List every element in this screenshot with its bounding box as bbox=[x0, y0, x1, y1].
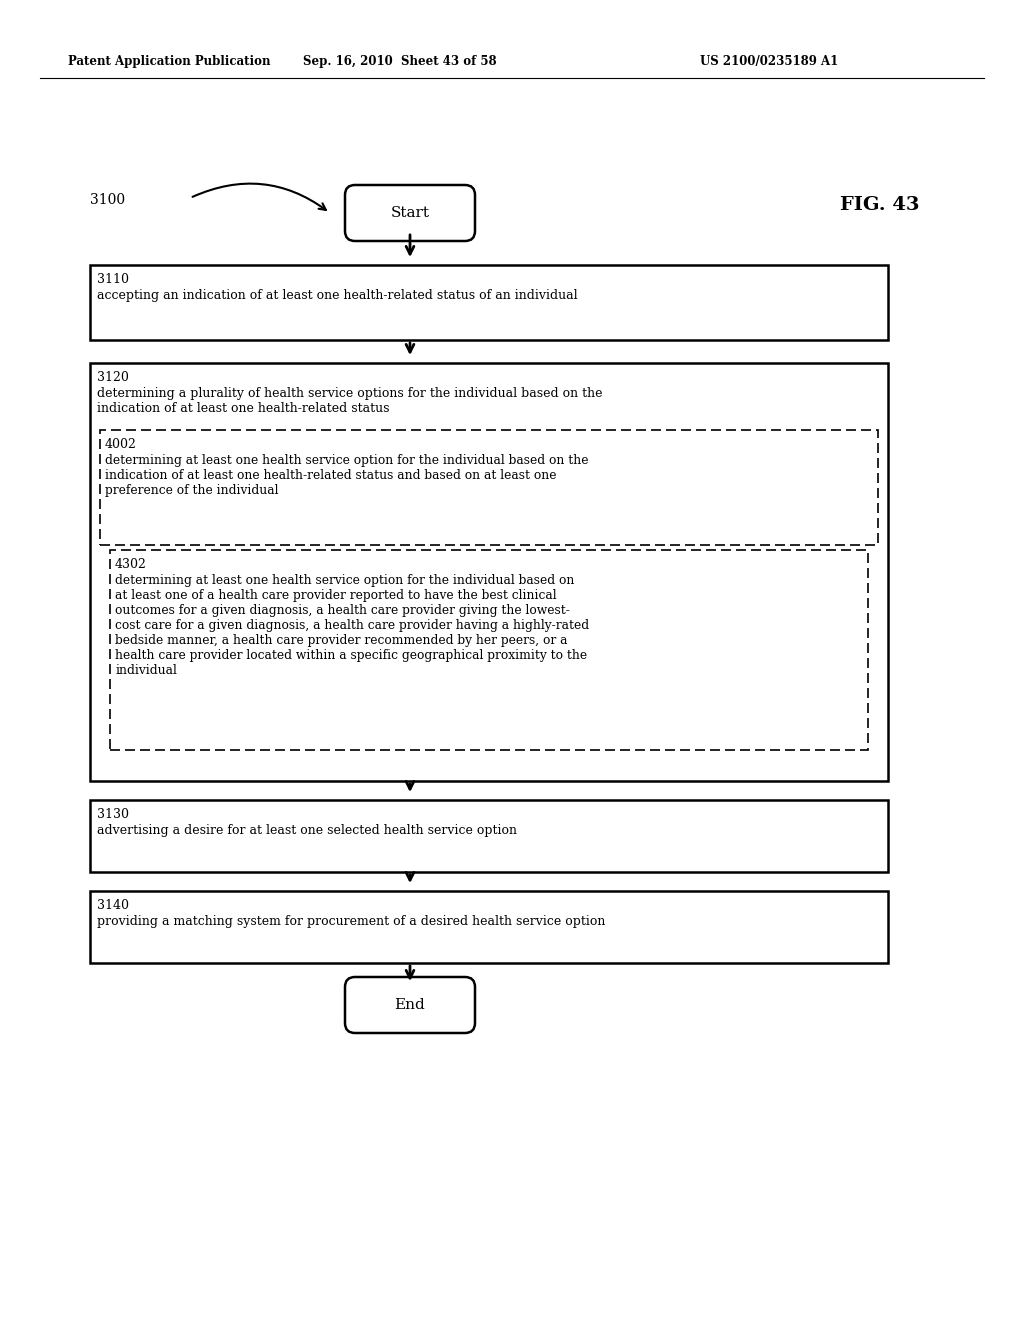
Text: 3120: 3120 bbox=[97, 371, 129, 384]
Bar bbox=[90, 891, 888, 964]
Text: 3110: 3110 bbox=[97, 273, 129, 286]
Text: 4302: 4302 bbox=[115, 558, 146, 572]
Text: determining at least one health service option for the individual based on
at le: determining at least one health service … bbox=[115, 574, 589, 677]
Text: 3140: 3140 bbox=[97, 899, 129, 912]
Bar bbox=[90, 800, 888, 873]
Text: US 2100/0235189 A1: US 2100/0235189 A1 bbox=[700, 55, 839, 69]
Text: End: End bbox=[394, 998, 425, 1012]
Bar bbox=[100, 430, 878, 545]
FancyArrowPatch shape bbox=[193, 183, 326, 210]
Text: accepting an indication of at least one health-related status of an individual: accepting an indication of at least one … bbox=[97, 289, 578, 302]
FancyBboxPatch shape bbox=[345, 185, 475, 242]
Text: Patent Application Publication: Patent Application Publication bbox=[68, 55, 270, 69]
FancyBboxPatch shape bbox=[345, 977, 475, 1034]
Bar bbox=[110, 550, 868, 750]
Bar bbox=[90, 363, 888, 781]
Text: advertising a desire for at least one selected health service option: advertising a desire for at least one se… bbox=[97, 824, 517, 837]
Text: FIG. 43: FIG. 43 bbox=[840, 195, 920, 214]
Text: determining at least one health service option for the individual based on the
i: determining at least one health service … bbox=[105, 454, 589, 498]
Bar bbox=[90, 265, 888, 341]
Text: 4002: 4002 bbox=[105, 438, 137, 451]
Text: Sep. 16, 2010  Sheet 43 of 58: Sep. 16, 2010 Sheet 43 of 58 bbox=[303, 55, 497, 69]
Text: determining a plurality of health service options for the individual based on th: determining a plurality of health servic… bbox=[97, 387, 602, 414]
Text: providing a matching system for procurement of a desired health service option: providing a matching system for procurem… bbox=[97, 915, 605, 928]
Text: Start: Start bbox=[390, 206, 429, 220]
Text: 3130: 3130 bbox=[97, 808, 129, 821]
Text: 3100: 3100 bbox=[90, 193, 125, 207]
